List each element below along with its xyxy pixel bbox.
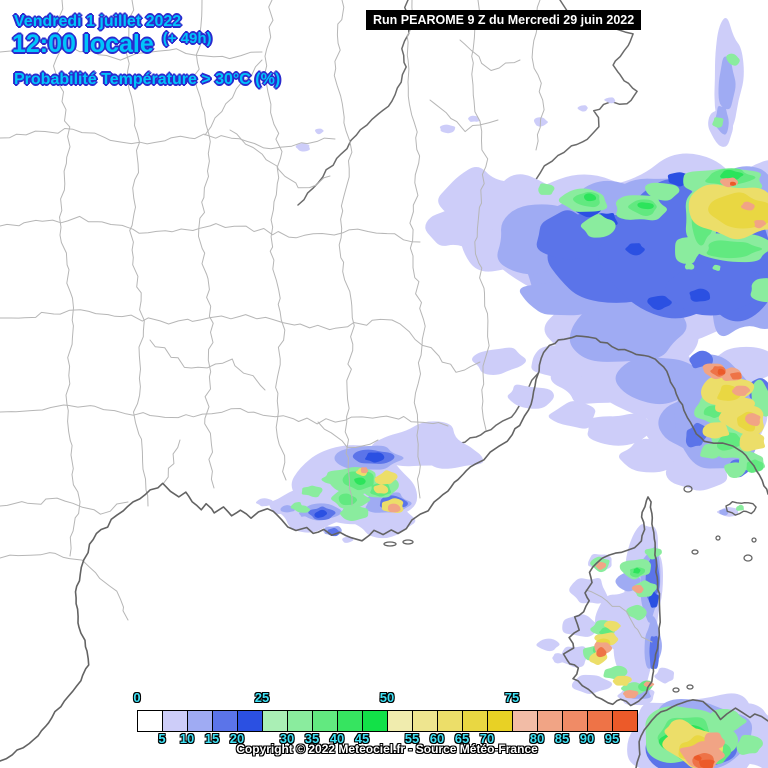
islet-outline [683, 485, 693, 493]
model-run-info: Run PEAROME 9 Z du Mercredi 29 juin 2022 [366, 10, 642, 30]
islet-outline [715, 535, 721, 541]
islet-outline [743, 554, 753, 562]
islet-outline [691, 549, 699, 555]
islet-outline [751, 537, 757, 543]
variable-title: Probabilité Température > 30°C (%) [14, 71, 281, 88]
department-borders [0, 0, 653, 643]
map-time-label: 12:00 locale [12, 30, 154, 58]
map-time-title: 12:00 locale (+ 49h) [12, 30, 212, 59]
map-date-title: Vendredi 1 juillet 2022 [14, 13, 182, 30]
islet-outline [672, 687, 680, 693]
probability-overlay [255, 17, 768, 768]
islet-outline [686, 684, 694, 690]
coastline [0, 335, 768, 768]
islet-outline [402, 539, 414, 545]
forecast-offset-label: (+ 49h) [162, 30, 212, 47]
copyright-line: Copyright © 2022 Meteociel.fr - Source M… [236, 742, 538, 756]
islet-outline [383, 541, 397, 547]
